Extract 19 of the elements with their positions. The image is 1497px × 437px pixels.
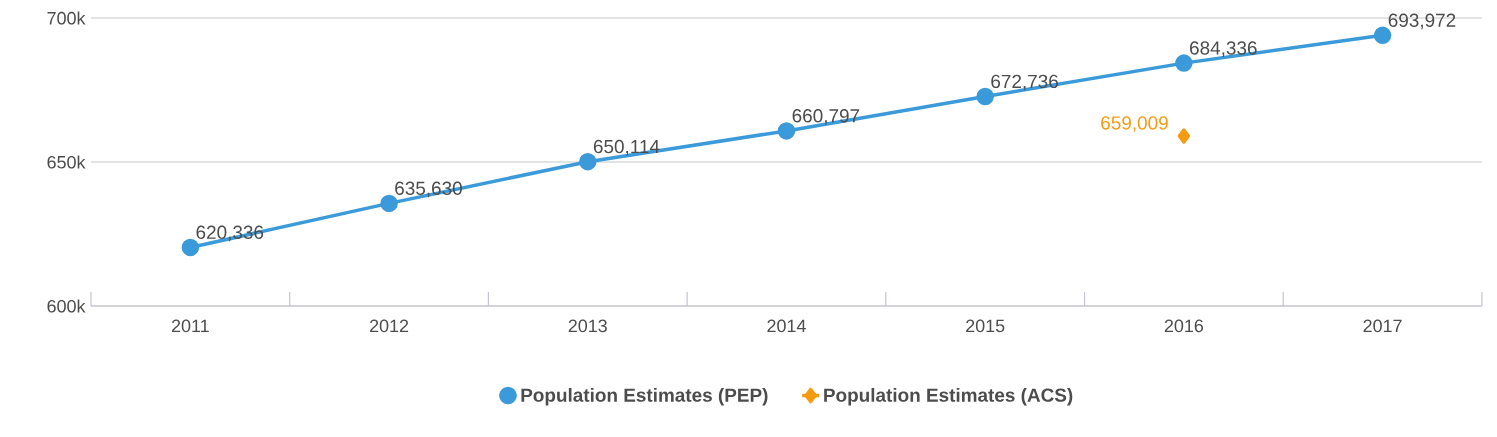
data-label: 672,736 [991,74,1058,91]
x-tick-label: 2015 [966,319,1005,333]
data-label: 659,009 [1101,116,1168,132]
legend-label: Population Estimates (ACS) [824,387,1073,406]
legend-label: Population Estimates (PEP) [521,387,768,406]
x-tick-label: 2012 [370,319,409,333]
data-label: 660,797 [792,109,860,125]
y-tick-label: 700k [47,11,86,25]
x-tick-label: 2016 [1164,319,1204,333]
x-tick-label: 2017 [1363,319,1402,333]
y-tick-label: 650k [47,155,86,169]
point [1177,128,1191,144]
data-label: 684,336 [1190,41,1257,57]
x-tick-label: 2014 [767,319,806,333]
y-tick-label: 600k [47,299,86,313]
x-tick-label: 2013 [568,319,607,333]
data-label: 693,972 [1388,13,1456,30]
x-tick-label: 2011 [171,319,209,333]
data-label: 650,114 [593,139,660,156]
